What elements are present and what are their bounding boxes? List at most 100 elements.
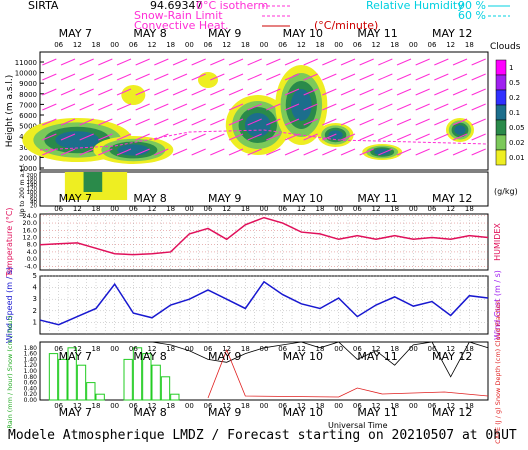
wind-arrow-3-11 (247, 103, 262, 111)
hour-label-low-2-3: 00 (260, 205, 269, 213)
wind-arrow-2-11 (247, 88, 262, 96)
wind-arrow-4-5 (135, 118, 150, 126)
wind-arrow-6-7 (172, 148, 188, 156)
day-label-bottom-4: MAY 11 (357, 406, 397, 419)
wind-arrow-4-2 (79, 118, 94, 126)
wind-arrow-6-20 (415, 148, 430, 156)
rain-bar-1 (48, 353, 59, 401)
wind-arrow-1-3 (98, 73, 113, 81)
day-label-precip-2: MAY 9 (208, 350, 241, 363)
wind-arrow-0-18 (378, 58, 393, 66)
wind-arrow-0-14 (303, 58, 318, 66)
wind-arrow-4-15 (322, 118, 337, 126)
temp-tick-7: -4.0 (24, 262, 37, 270)
hour-label-top-2-1: 12 (222, 41, 231, 49)
wind-arrow-5-8 (191, 133, 206, 141)
day-label-top-3: MAY 10 (283, 27, 323, 40)
hour-label-precip-bottom-1-0: 06 (129, 402, 138, 410)
station-coords: 94.69347 (150, 0, 203, 12)
wind-arrow-0-6 (154, 58, 169, 66)
hour-label-top-5-2: 18 (465, 41, 474, 49)
day-label-precip-4: MAY 11 (357, 350, 397, 363)
cloud-mass-may11-layer-3 (374, 148, 391, 156)
hour-label-top-2-2: 18 (241, 41, 250, 49)
wind-arrow-6-18 (378, 148, 393, 156)
hour-label-precip-bottom-4-1: 12 (372, 402, 381, 410)
hour-label-top-2-3: 00 (260, 41, 269, 49)
precip-tick-8: 0.20 (24, 391, 38, 398)
wind-arrow-4-17 (359, 118, 374, 126)
wind-arrow-5-0 (42, 133, 57, 141)
clouds-colorbar-3 (495, 104, 507, 121)
hour-label-top-0-0: 06 (54, 41, 63, 49)
cloud-mass-may8-layer-3 (117, 144, 150, 156)
cloud-fraction-line (151, 341, 489, 378)
hour-label-low-5-1: 12 (446, 205, 455, 213)
wind-tick-3: 2 (33, 307, 37, 315)
precip-right-label: CAPE (J / g) Snow Depth (cm) Cloud Fract… (494, 300, 502, 444)
hour-label-precip-bottom-4-2: 18 (390, 402, 399, 410)
wind-arrow-6-14 (303, 148, 318, 156)
hour-label-top-4-3: 00 (409, 41, 418, 49)
wind-arrow-1-19 (396, 73, 412, 81)
hour-label-low-0-2: 18 (92, 205, 101, 213)
hour-label-precip-top-2-3: 00 (260, 345, 269, 353)
station-name: SIRTA (28, 0, 59, 12)
wind-arrow-2-9 (210, 88, 225, 96)
wind-arrow-5-14 (303, 133, 318, 141)
wind-arrow-0-0 (42, 58, 57, 66)
wind-arrow-2-16 (340, 88, 356, 96)
temp-ylabel: Temperature (°C) (5, 207, 14, 277)
rain-bar-5 (86, 382, 96, 401)
temp-tick-4: 8.0 (27, 241, 37, 249)
wind-arrow-3-3 (98, 103, 113, 111)
rain-bar-11 (142, 353, 152, 401)
wind-arrow-0-5 (135, 58, 150, 66)
precip-ylabel: Rain (mm / hour) Snow (cm / hour) (6, 315, 14, 428)
hour-label-precip-top-5-0: 06 (428, 345, 437, 353)
low-tick-1: 180 (27, 176, 38, 182)
wind-arrow-1-12 (266, 73, 281, 81)
wind-arrow-0-19 (396, 58, 412, 66)
day-label-low-2: MAY 9 (208, 192, 241, 205)
wind-arrow-0-16 (340, 58, 356, 66)
day-label-low-5: MAY 12 (432, 192, 472, 205)
wind-arrow-4-14 (303, 118, 318, 126)
low-tick-0: 200 (27, 173, 38, 179)
cloud-mass-may7-layer-3 (55, 131, 100, 149)
height-tick-3: 8000 (19, 91, 37, 99)
wind-arrow-4-23 (471, 118, 486, 126)
wind-arrow-5-20 (415, 133, 430, 141)
wind-arrow-6-22 (452, 148, 468, 156)
precip-panel-frame (39, 341, 489, 401)
hour-label-precip-top-5-2: 18 (465, 345, 474, 353)
day-label-low-1: MAY 8 (133, 192, 166, 205)
wind-arrow-2-23 (471, 88, 486, 96)
height-tick-0: 11000 (15, 59, 37, 67)
hour-label-top-0-3: 00 (110, 41, 119, 49)
wind-arrow-5-3 (98, 133, 113, 141)
wind-arrow-2-0 (42, 88, 57, 96)
hour-label-precip-top-4-2: 18 (390, 345, 399, 353)
wind-arrow-6-13 (284, 148, 300, 156)
hour-label-precip-top-4-1: 12 (372, 345, 381, 353)
wind-arrow-4-9 (210, 118, 225, 126)
rh-90: 90 % (458, 0, 486, 12)
clouds-scale-3: 0.1 (509, 109, 520, 117)
hour-label-top-1-0: 06 (129, 41, 138, 49)
wind-arrow-6-6 (154, 148, 169, 156)
rain-bar-14 (170, 393, 180, 401)
day-label-bottom-0: MAY 7 (59, 406, 92, 419)
day-label-bottom-3: MAY 10 (283, 406, 323, 419)
hour-label-precip-bottom-1-2: 18 (166, 402, 175, 410)
cloud-mass-may12-layer-3 (454, 125, 466, 135)
hour-label-precip-top-3-0: 06 (278, 345, 287, 353)
hour-label-precip-top-4-3: 00 (409, 345, 418, 353)
day-label-top-5: MAY 12 (432, 27, 472, 40)
wind-arrow-0-17 (359, 58, 374, 66)
low-ylabel: Up to 200 m a.s.l. (19, 163, 26, 216)
hour-label-precip-bottom-1-3: 00 (185, 402, 194, 410)
temp-tick-3: 12.0 (23, 233, 37, 241)
temp-tick-0: 24.0 (23, 212, 37, 220)
rain-bar-12 (151, 364, 161, 401)
